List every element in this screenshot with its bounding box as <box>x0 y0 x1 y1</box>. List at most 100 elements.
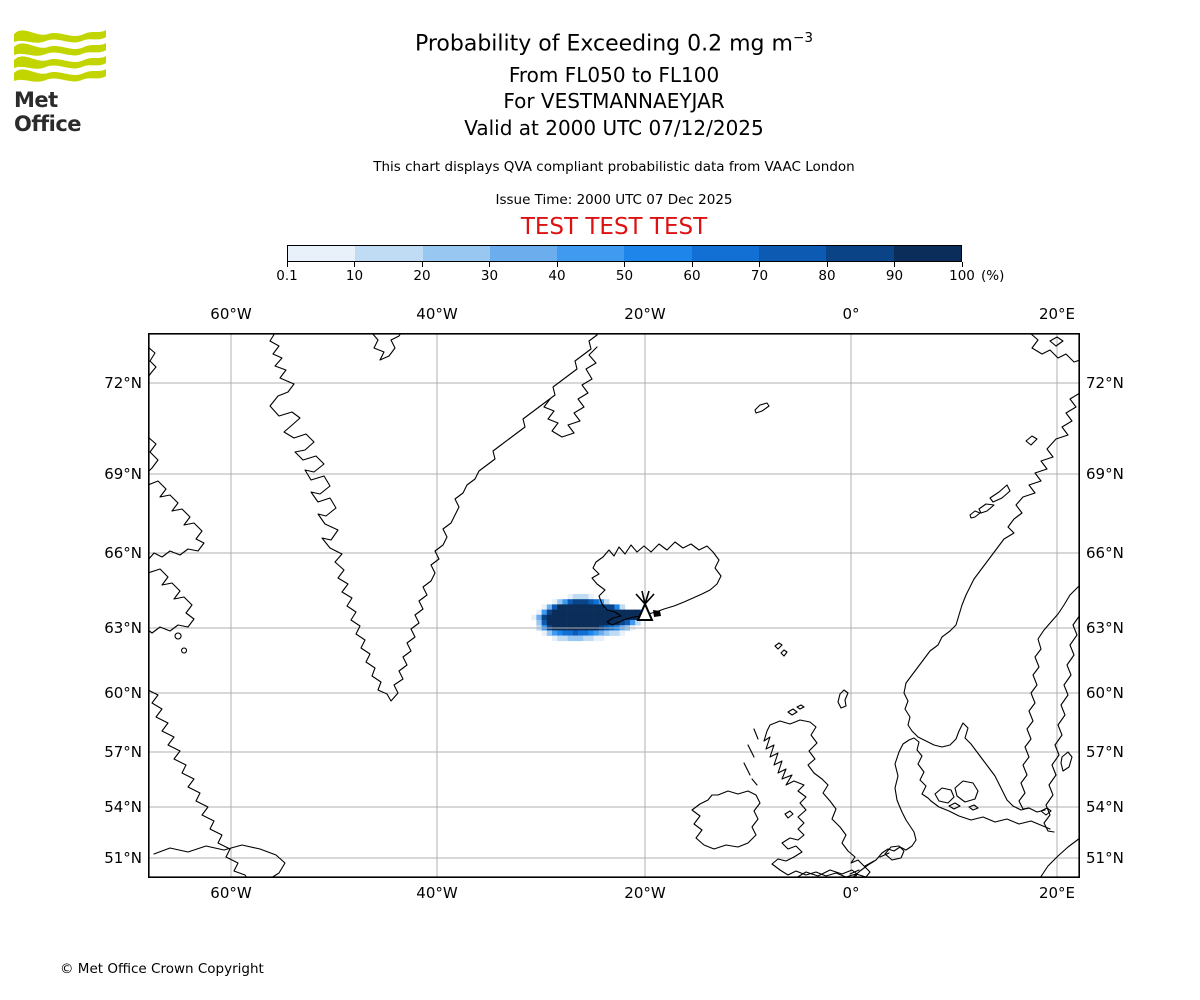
colorbar-tick-label: 40 <box>548 268 566 284</box>
colorbar-swatches <box>287 245 962 262</box>
plume-cell <box>552 614 558 621</box>
colorbar-segment <box>557 246 625 261</box>
plume-cell <box>531 614 537 621</box>
issue-time: Issue Time: 2000 UTC 07 Dec 2025 <box>495 192 733 208</box>
plume-cell <box>583 635 589 642</box>
plume-cell <box>619 620 626 626</box>
volcano-island <box>653 610 661 617</box>
plume-cell <box>541 614 548 621</box>
colorbar-segment <box>489 246 558 261</box>
plume-cell <box>546 609 553 616</box>
colorbar-segment <box>355 246 423 261</box>
plume-cell <box>557 630 563 636</box>
colorbar-tick <box>354 262 355 267</box>
plume-cell <box>598 609 605 616</box>
colorbar-tick <box>421 262 423 267</box>
plume-cell <box>557 599 563 605</box>
plume-cell <box>572 614 579 621</box>
plume-cell <box>557 609 563 616</box>
plume-cell <box>567 609 574 616</box>
plume-cell <box>583 594 589 600</box>
plume-cell <box>583 614 589 621</box>
colorbar-segment <box>759 246 827 261</box>
plume-cell <box>614 609 620 616</box>
axis-tick-label: 0° <box>842 884 860 902</box>
plume-cell <box>562 609 568 616</box>
plume-cell <box>583 630 589 636</box>
page-title: Probability of Exceeding 0.2 mg m−3 <box>148 30 1080 56</box>
plume-cell <box>598 635 605 642</box>
axis-tick-label: 51°N <box>1086 849 1124 867</box>
plume-cell <box>578 594 584 600</box>
plume-cell <box>572 635 579 642</box>
plume-cell <box>619 630 626 636</box>
colorbar-unit: (%) <box>981 268 1005 284</box>
plume-cell <box>557 635 563 642</box>
plume-cell <box>567 594 574 600</box>
plume-cell <box>604 604 610 610</box>
plume-cell <box>604 609 610 616</box>
axis-tick-label: 20°E <box>1038 305 1076 323</box>
colorbar-segment <box>691 246 760 261</box>
colorbar-segment <box>893 246 961 261</box>
plume-cell <box>557 620 563 626</box>
colorbar-segment <box>624 246 692 261</box>
plume-cell <box>572 609 579 616</box>
plume-cell <box>588 609 594 616</box>
plume-cell <box>614 614 620 621</box>
axis-tick-label: 20°W <box>624 884 666 902</box>
axis-tick-label: 54°N <box>1086 798 1124 816</box>
plume-cell <box>578 599 584 605</box>
axis-tick-label: 40°W <box>416 884 458 902</box>
copyright-notice: © Met Office Crown Copyright <box>60 961 264 977</box>
colorbar-tick <box>894 262 895 267</box>
axis-tick-label: 63°N <box>1086 619 1124 637</box>
plume-cell <box>619 604 626 610</box>
plume-cell <box>541 604 548 610</box>
plume-cell <box>624 620 631 626</box>
coastlines <box>148 333 1080 878</box>
plume-cell <box>619 609 626 616</box>
plume-cell <box>578 620 584 626</box>
axis-tick-label: 40°W <box>416 305 458 323</box>
plume-cell <box>567 620 574 626</box>
plume-cell <box>630 609 636 616</box>
graticule-gridlines <box>148 333 1080 878</box>
plume-cell <box>593 614 600 621</box>
plume-cell <box>541 609 548 616</box>
plume-cell <box>635 620 641 626</box>
plume-cell <box>609 630 615 636</box>
map <box>148 333 1080 878</box>
plume-cell <box>546 620 553 626</box>
plume-cell <box>567 599 574 605</box>
met-office-logo: Met Office <box>14 24 124 136</box>
colorbar-tick-label: 20 <box>413 268 431 284</box>
colorbar-tick <box>556 262 558 267</box>
volcano-eruption-rays-icon <box>635 590 655 605</box>
plume-cell <box>536 614 542 621</box>
axis-tick-label: 57°N <box>1086 743 1124 761</box>
axis-tick-label: 54°N <box>104 798 142 816</box>
volcano-triangle-icon <box>636 601 654 621</box>
plume-cell <box>578 609 584 616</box>
axis-tick-label: 60°N <box>104 684 142 702</box>
colorbar-tick-label: 50 <box>615 268 634 284</box>
volcano-marker <box>635 590 661 621</box>
colorbar-tick-label: 70 <box>750 268 769 284</box>
plume-cell <box>588 604 594 610</box>
plume-cell <box>593 604 600 610</box>
plume-cell <box>572 604 579 610</box>
plume-cell <box>604 630 610 636</box>
axis-tick-label: 0° <box>842 305 860 323</box>
plume-cell <box>536 609 542 616</box>
plume-cell <box>598 604 605 610</box>
plume-cell <box>546 630 553 636</box>
plume-cell <box>557 614 563 621</box>
axis-tick-label: 69°N <box>1086 465 1124 483</box>
plume-cell <box>593 635 600 642</box>
met-office-logo-text: Met Office <box>14 88 82 136</box>
plume-cell <box>588 614 594 621</box>
colorbar-tick-label: 10 <box>345 268 364 284</box>
plume-cell <box>583 599 589 605</box>
